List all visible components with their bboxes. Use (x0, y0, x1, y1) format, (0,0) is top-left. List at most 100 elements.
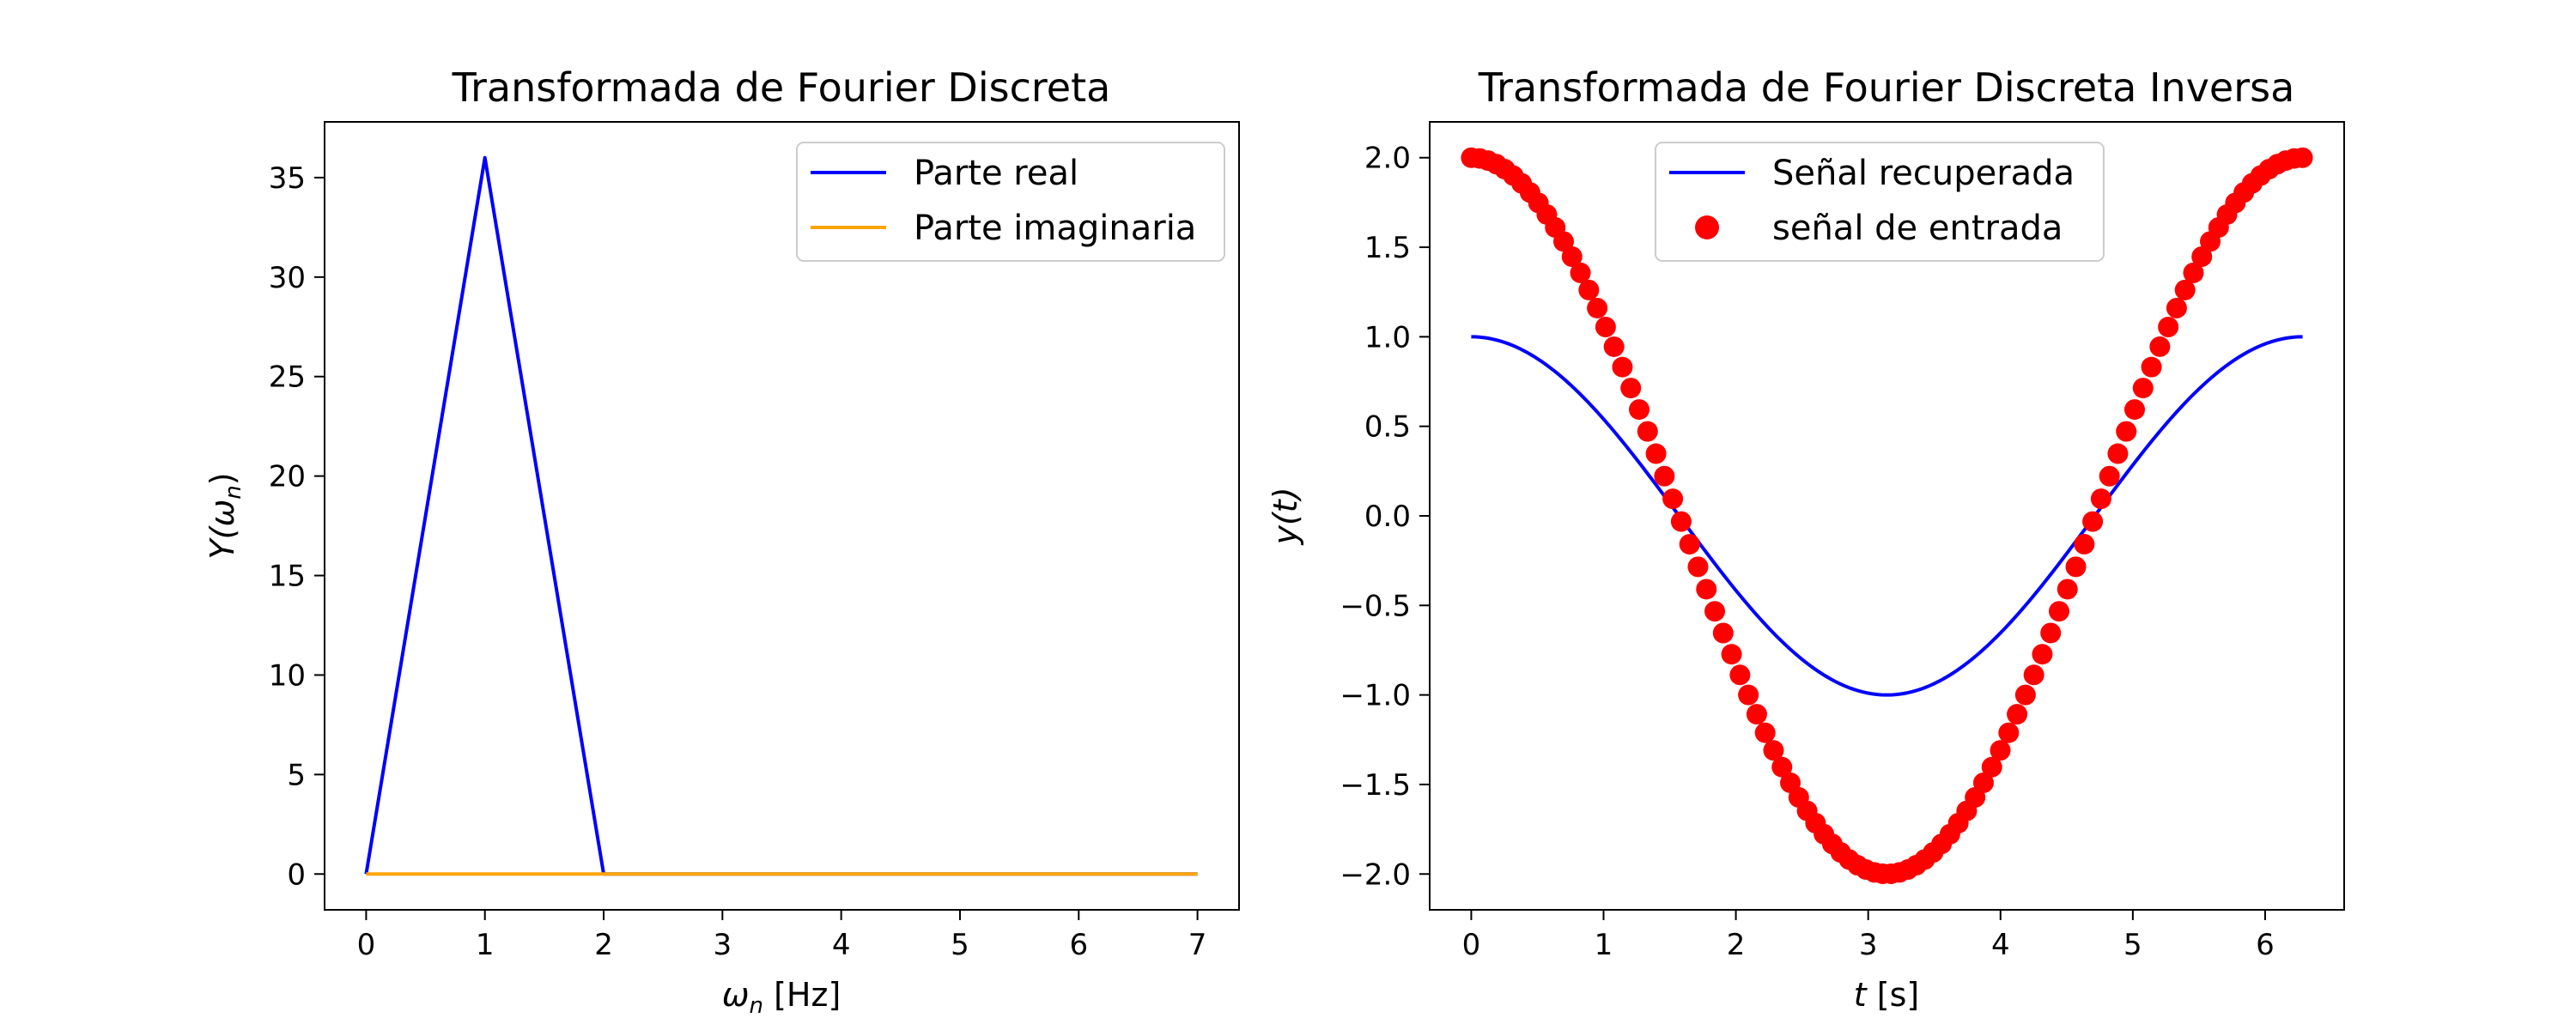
dft-x-tick-label: 2 (594, 928, 613, 962)
dft-y-tick-label: 25 (269, 360, 306, 395)
dft-x-tick-label: 4 (832, 928, 851, 962)
dft-y-tick-label: 35 (269, 161, 306, 196)
idft-x-axis-label: t [s] (1854, 976, 1919, 1014)
dft-legend-label-real: Parte real (914, 154, 1078, 193)
idft-input-signal-point (2116, 421, 2137, 442)
idft-input-signal-point (1704, 601, 1726, 622)
idft-input-signal-point (1561, 246, 1583, 268)
idft-input-signal-point (2099, 465, 2120, 487)
idft-legend: Señal recuperada señal de entrada (1655, 142, 2105, 262)
idft-input-signal-point (1721, 644, 1742, 665)
dft-marks (364, 155, 1198, 876)
dft-legend-box (796, 142, 1225, 262)
idft-input-signal-point (1729, 664, 1751, 686)
idft-y-tick-label: 2.0 (1364, 142, 1411, 176)
idft-input-signal-point (1637, 421, 1658, 442)
idft-recovered-signal-line (1471, 335, 2303, 697)
idft-input-signal-point (1696, 579, 1717, 600)
idft-input-signal-point (2074, 534, 2095, 555)
idft-input-signal-point (2057, 579, 2078, 600)
idft-legend-label-input: señal de entrada (1772, 209, 2063, 248)
idft-legend-label-recovered: Señal recuperada (1772, 154, 2075, 193)
idft-input-signal-point (2090, 488, 2111, 510)
dft-x-tick-label: 6 (1069, 928, 1088, 962)
idft-input-signal-point (1603, 336, 1625, 357)
idft-input-signal-point (2149, 336, 2171, 357)
idft-input-signal-point (1587, 297, 1608, 318)
idft-input-signal-point (1670, 511, 1692, 532)
idft-y-tick-label: −2.0 (1340, 857, 1411, 892)
idft-input-signal-point (1552, 231, 1574, 252)
idft-input-signal-point (2292, 147, 2313, 168)
idft-input-signal-point (2040, 622, 2062, 644)
idft-input-signal-point (1662, 488, 1684, 510)
idft-legend-swatch-input (1695, 215, 1719, 239)
idft-x-tick-label: 3 (1859, 928, 1878, 962)
idft-input-signal-point (2183, 262, 2204, 283)
idft-x-tick-label: 6 (2256, 928, 2275, 962)
idft-ticks: 0 1 2 3 4 5 6 −2.0 −1.5 −1.0 −0.5 0.0 0.5 1.0 1.5 2.0 (1340, 142, 2274, 962)
idft-input-signal-point (1998, 722, 2020, 743)
idft-input-signal-point (2082, 511, 2104, 532)
idft-input-signal-point (1738, 684, 1759, 706)
dft-y-tick-label: 10 (269, 658, 306, 693)
dft-title: Transformada de Fourier Discreta (452, 64, 1111, 111)
idft-input-signal-point (1990, 740, 2011, 761)
idft-y-tick-label: −1.0 (1340, 679, 1411, 713)
idft-x-tick-label: 2 (1727, 928, 1746, 962)
dft-x-tick-label: 5 (951, 928, 969, 962)
dft-y-tick-label: 0 (287, 857, 306, 892)
idft-input-signal-point (1981, 756, 2002, 778)
idft-input-signal-point (2141, 356, 2162, 378)
idft-y-tick-label: 1.0 (1364, 320, 1411, 354)
idft-input-signal-point (2132, 378, 2154, 399)
dft-legend-label-imag: Parte imaginaria (914, 209, 1196, 248)
idft-input-signal-point (2048, 601, 2069, 622)
idft-y-tick-label: −1.5 (1340, 768, 1411, 803)
idft-x-tick-label: 5 (2123, 928, 2142, 962)
idft-input-signal-point (2014, 684, 2036, 706)
idft-input-signal-point (1746, 704, 1767, 725)
dft-axes-frame (324, 121, 1240, 911)
idft-input-signal-point (2124, 399, 2146, 421)
idft-y-tick-label: 0.0 (1364, 500, 1411, 534)
idft-input-signal-point (1620, 378, 1642, 399)
idft-input-signal-point (2007, 704, 2028, 725)
idft-input-signal-point (1754, 722, 1776, 743)
dft-y-tick-label: 30 (269, 261, 306, 295)
dft-x-tick-label: 1 (476, 928, 495, 962)
dft-y-tick-label: 5 (287, 758, 306, 792)
dft-x-tick-label: 7 (1188, 928, 1207, 962)
idft-input-signal-point (1595, 317, 1616, 337)
idft-title: Transformada de Fourier Discreta Inversa (1478, 64, 2295, 111)
idft-subplot: Transformada de Fourier Discreta Inversa… (1267, 64, 2345, 1014)
idft-input-signal-point (2023, 664, 2044, 686)
dft-legend: Parte real Parte imaginaria (796, 142, 1225, 262)
idft-input-signal-point (2191, 246, 2213, 267)
idft-legend-box (1655, 142, 2105, 262)
idft-y-tick-label: −0.5 (1340, 589, 1411, 623)
dft-y-axis-label: Y(ωn) (204, 472, 246, 559)
idft-y-tick-label: 1.5 (1364, 231, 1411, 265)
idft-input-signal-point (2166, 297, 2187, 318)
idft-y-tick-label: 0.5 (1364, 410, 1411, 445)
idft-input-signal-point (2174, 279, 2196, 300)
idft-input-signal-point (1654, 465, 1675, 487)
idft-x-tick-label: 1 (1595, 928, 1613, 962)
dft-subplot: Transformada de Fourier Discreta 0 1 2 3 4 5 6… (204, 64, 1240, 1019)
idft-input-signal-point (1570, 262, 1591, 283)
dft-x-tick-label: 0 (357, 928, 376, 962)
dft-x-tick-label: 3 (714, 928, 732, 962)
dft-y-tick-label: 20 (269, 460, 306, 494)
dft-x-axis-label: ωn [Hz] (722, 976, 841, 1019)
dft-y-tick-label: 15 (269, 560, 306, 594)
idft-x-tick-label: 4 (1991, 928, 2010, 962)
idft-input-signal-point (2065, 556, 2087, 578)
dft-ticks: 0 1 2 3 4 5 6 7 0 5 10 15 20 25 30 35 (269, 161, 1207, 962)
idft-x-tick-label: 0 (1462, 928, 1481, 962)
idft-input-signal-point (2032, 644, 2053, 665)
idft-input-signal-point (1679, 534, 1700, 555)
idft-marks (1461, 147, 2313, 885)
